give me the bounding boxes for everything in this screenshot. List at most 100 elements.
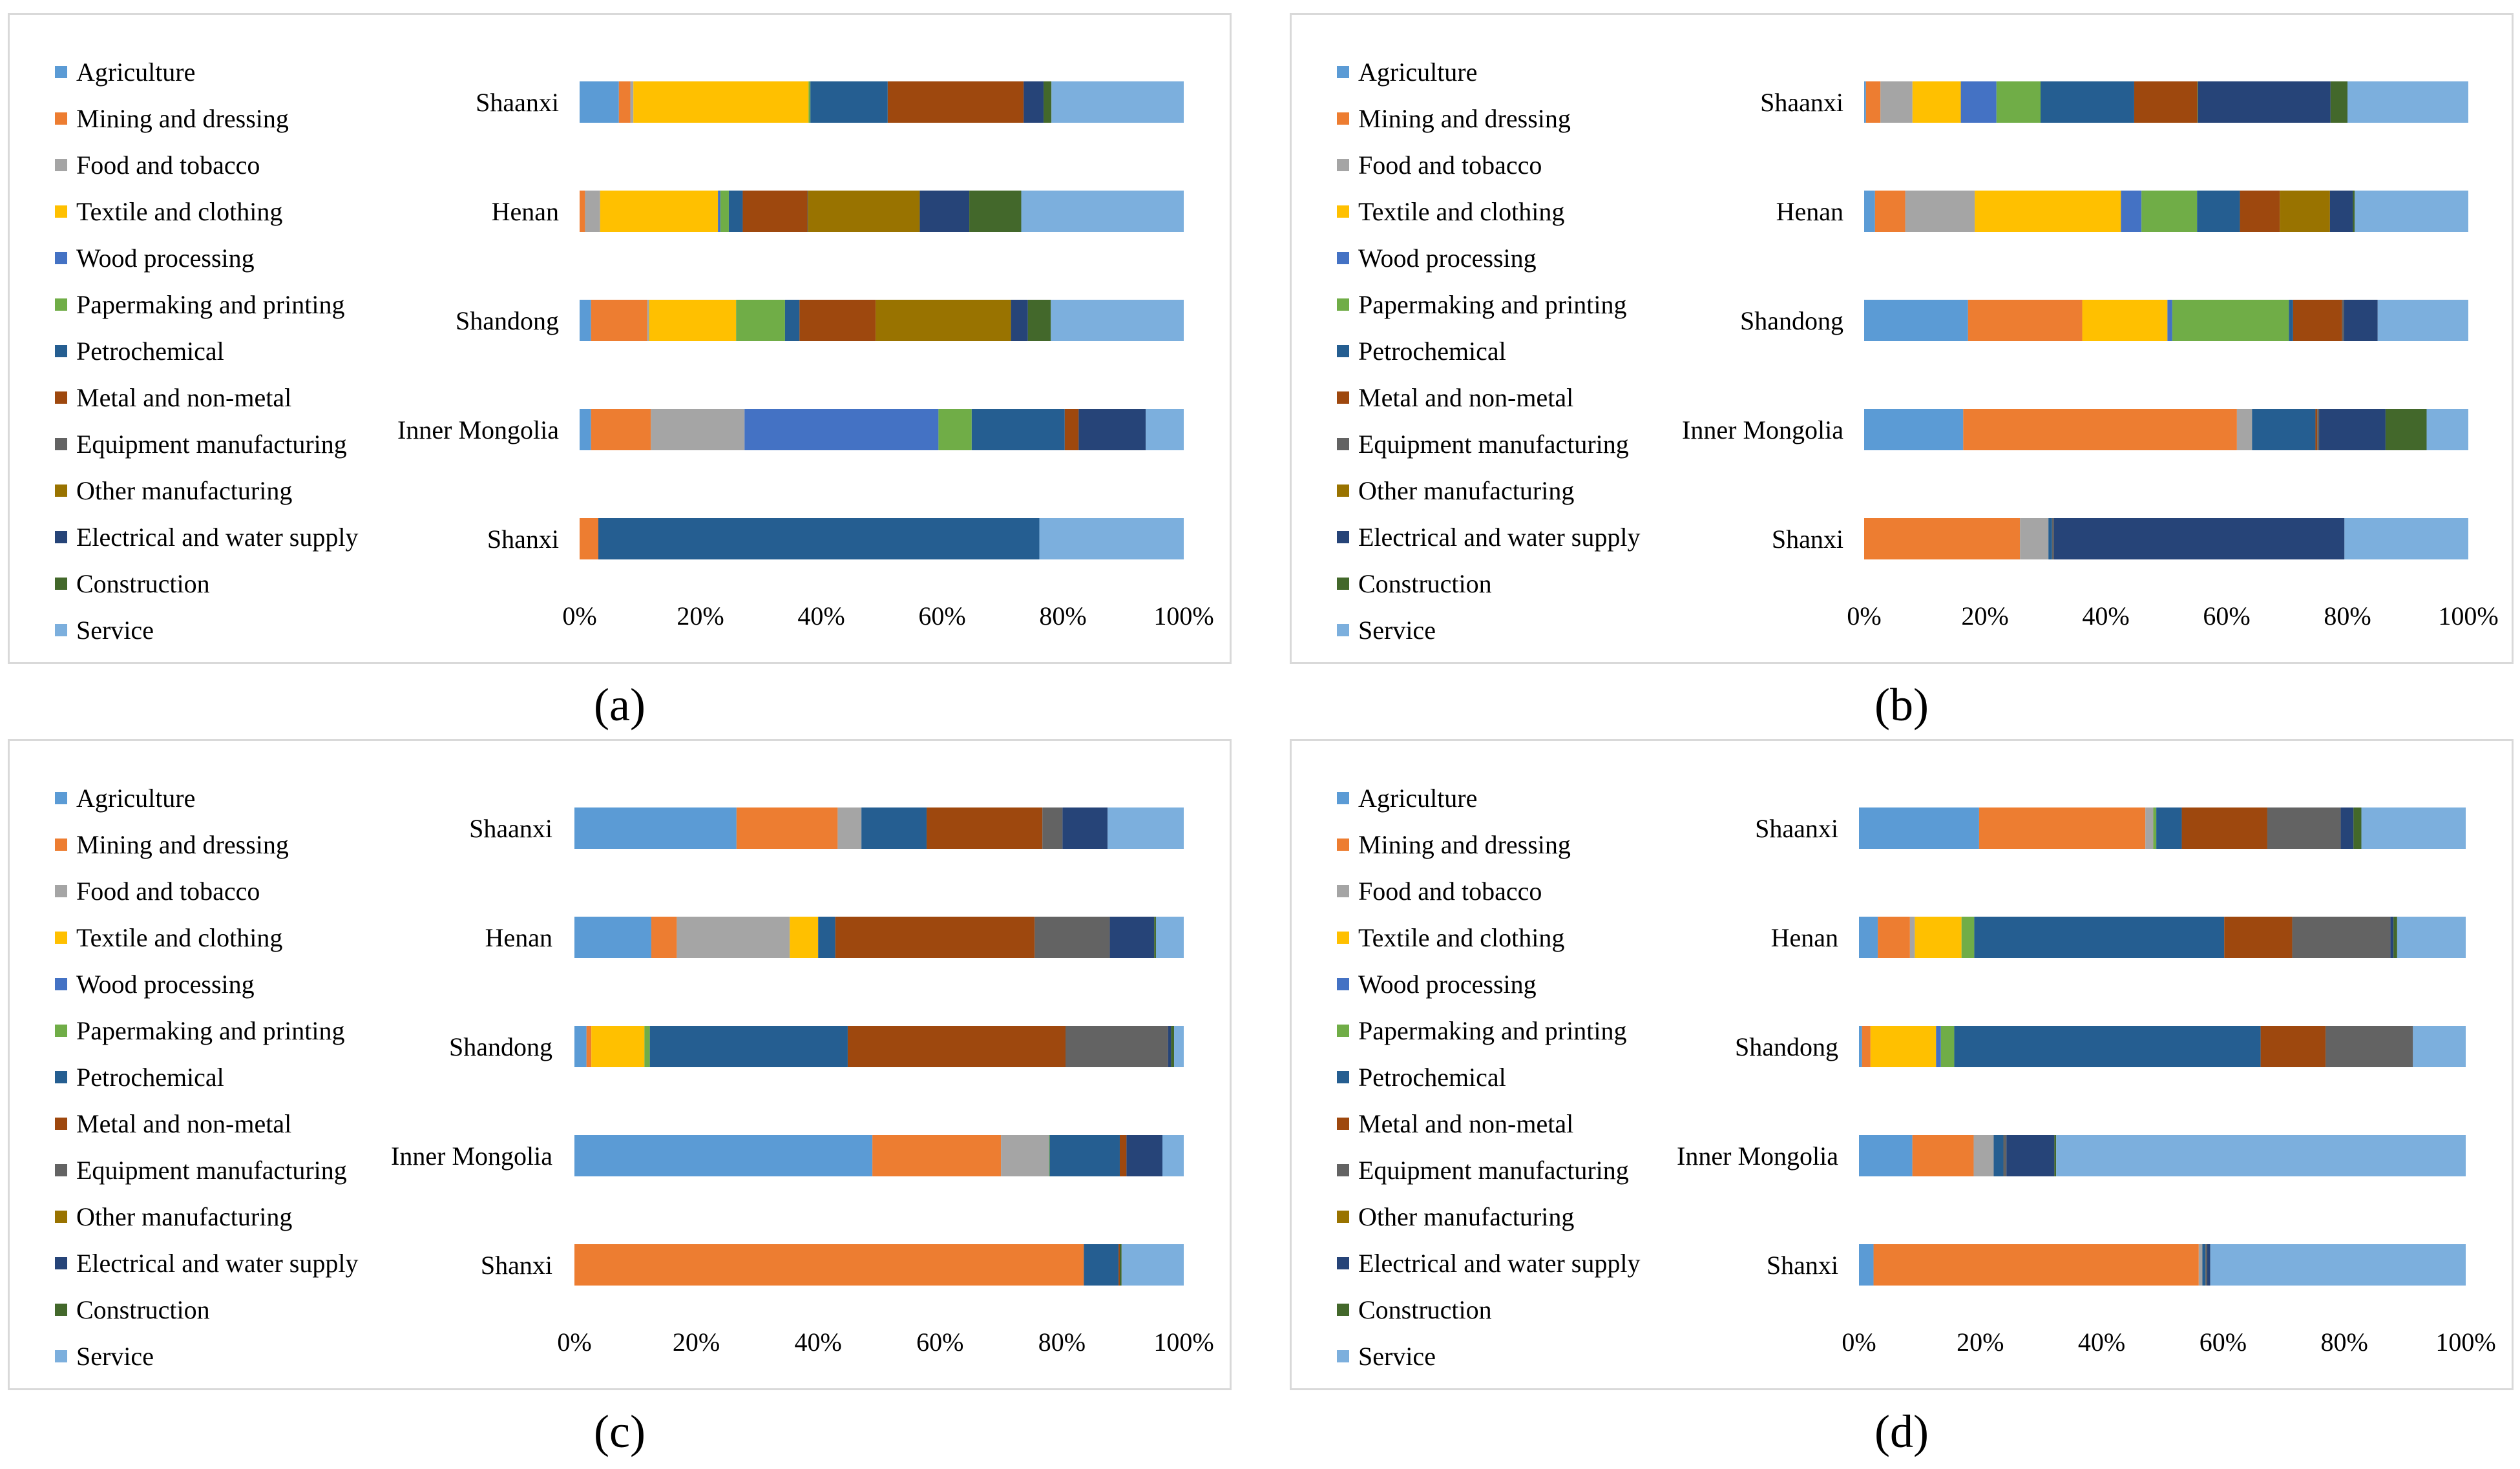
x-tick-label: 0%	[557, 1328, 591, 1357]
legend-label: Food and tobacco	[76, 876, 260, 906]
bar-segment	[1064, 409, 1079, 450]
legend-swatch	[55, 577, 67, 590]
legend-item: Other manufacturing	[1337, 1193, 1640, 1240]
legend-label: Metal and non-metal	[76, 1109, 292, 1138]
bar-segment	[2267, 807, 2341, 849]
legend-label: Wood processing	[76, 969, 255, 999]
bar-segment	[649, 1026, 848, 1067]
legend-item: Other manufacturing	[1337, 467, 1640, 514]
bar-segment	[1961, 917, 1975, 958]
bar-segment	[2260, 1026, 2326, 1067]
legend-label: Electrical and water supply	[76, 1248, 359, 1278]
legend-swatch	[55, 623, 67, 636]
bar-segment	[2390, 917, 2394, 958]
x-tick-label: 60%	[918, 601, 965, 630]
bar-segment	[2082, 300, 2168, 341]
bar-segment	[2361, 807, 2466, 849]
legend-swatch	[1337, 251, 1349, 264]
legend-swatch	[55, 791, 67, 804]
x-tick-label: 20%	[673, 1328, 720, 1357]
bar-segment	[1864, 518, 2021, 559]
legend-label: Mining and dressing	[1358, 103, 1571, 133]
legend-label: Textile and clothing	[1358, 196, 1565, 226]
legend-item: Wood processing	[55, 961, 358, 1007]
legend-item: Equipment manufacturing	[55, 421, 358, 467]
legend-label: Food and tobacco	[1358, 876, 1542, 906]
legend-swatch	[1337, 530, 1349, 543]
bar-segment	[2397, 917, 2466, 958]
legend-label: Equipment manufacturing	[1358, 429, 1629, 459]
legend-swatch	[1337, 1256, 1349, 1269]
bar-segment	[2280, 191, 2330, 232]
legend-item: Petrochemical	[1337, 328, 1640, 374]
bar-segment	[720, 191, 729, 232]
legend-label: Metal and non-metal	[1358, 382, 1574, 412]
bar-segment	[1051, 81, 1184, 123]
category-label: Shandong	[449, 1032, 552, 1061]
legend-item: Construction	[1337, 1286, 1640, 1333]
bar-segment	[1912, 1135, 1974, 1176]
x-tick-label: 80%	[2324, 601, 2371, 630]
legend-label: Equipment manufacturing	[76, 1155, 347, 1185]
bar-segment	[1108, 807, 1184, 849]
x-tick-label: 60%	[916, 1328, 963, 1357]
legend-label: Mining and dressing	[76, 103, 289, 133]
legend-swatch	[55, 205, 67, 218]
bar-segment	[1864, 81, 1866, 123]
bar-segment	[651, 917, 677, 958]
legend-item: Service	[55, 1333, 358, 1379]
bar-segment	[2198, 1244, 2203, 1286]
legend-swatch	[1337, 1117, 1349, 1130]
bar-segment	[1979, 807, 2146, 849]
x-tick-label: 0%	[1847, 601, 1881, 630]
bar-segment	[580, 409, 591, 450]
bar-segment	[2344, 300, 2378, 341]
legend-swatch	[1337, 791, 1349, 804]
legend-item: Wood processing	[1337, 234, 1640, 281]
legend-item: Papermaking and printing	[1337, 1007, 1640, 1054]
bar-segment	[1119, 1244, 1122, 1286]
legend-swatch	[1337, 484, 1349, 497]
legend-item: Textile and clothing	[1337, 914, 1640, 961]
legend-label: Equipment manufacturing	[76, 429, 347, 459]
legend-label: Construction	[76, 568, 210, 598]
legend: Agriculture Mining and dressing Food and t…	[1337, 48, 1640, 653]
bar-segment	[1954, 1026, 2261, 1067]
bar-segment	[2041, 81, 2134, 123]
x-tick-label: 60%	[2200, 1328, 2247, 1357]
bar-segment	[2292, 917, 2391, 958]
legend-item: Food and tobacco	[1337, 868, 1640, 914]
bar-segment	[1973, 1135, 1994, 1176]
legend-item: Construction	[55, 560, 358, 607]
bar-segment	[2236, 409, 2252, 450]
legend-label: Agriculture	[1358, 57, 1478, 87]
legend-label: Other manufacturing	[1358, 475, 1575, 505]
chart-panel-b: Agriculture Mining and dressing Food and t…	[1290, 13, 2514, 664]
legend-item: Textile and clothing	[1337, 188, 1640, 234]
bar-segment	[2020, 518, 2049, 559]
legend-label: Other manufacturing	[76, 1202, 293, 1231]
bar-segment	[736, 807, 838, 849]
bar-segment	[799, 300, 876, 341]
legend-item: Petrochemical	[55, 328, 358, 374]
bar-segment	[2293, 300, 2342, 341]
legend-label: Other manufacturing	[76, 475, 293, 505]
category-label: Shanxi	[1772, 525, 1843, 554]
bar-segment	[1880, 81, 1913, 123]
category-label: Shandong	[1740, 306, 1843, 335]
bar-segment	[1034, 917, 1110, 958]
bar-segment	[591, 409, 651, 450]
bar-chart: Shaanxi Henan Shandong Inner Mongolia Shanxi…	[391, 807, 1214, 1357]
bar-segment	[810, 81, 888, 123]
x-tick-label: 80%	[1038, 1328, 1086, 1357]
category-label: Henan	[492, 197, 559, 226]
bar-segment	[1996, 81, 2041, 123]
legend-item: Equipment manufacturing	[55, 1147, 358, 1193]
bar-segment	[2329, 191, 2353, 232]
bar-segment	[630, 81, 634, 123]
bar-segment	[2252, 409, 2316, 450]
x-tick-label: 20%	[677, 601, 724, 630]
legend-label: Agriculture	[1358, 783, 1478, 813]
bar-segment	[1993, 1135, 2004, 1176]
bar-segment	[1859, 1135, 1913, 1176]
